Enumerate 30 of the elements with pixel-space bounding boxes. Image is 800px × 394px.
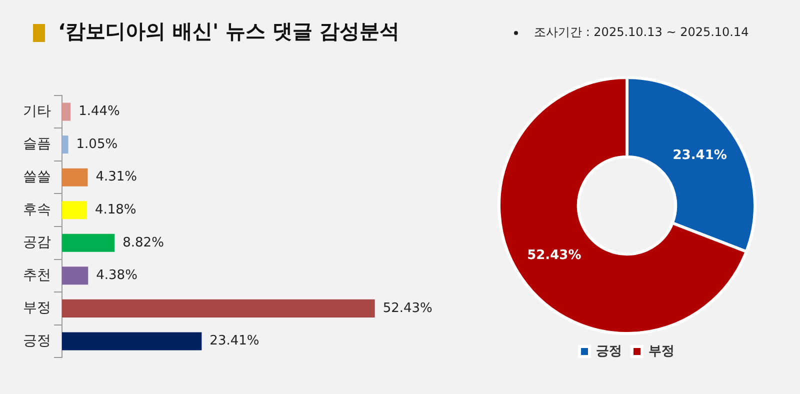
bar xyxy=(62,201,87,220)
chart-title: ‘캄보디아의 배신' 뉴스 댓글 감성분석 xyxy=(58,18,400,45)
y-tick-label: 후속 xyxy=(23,202,51,218)
chart-subtitle: 조사기간 : 2025.10.13 ~ 2025.10.14 xyxy=(534,24,749,41)
bar xyxy=(62,168,88,186)
data-label: 23.41% xyxy=(672,148,727,163)
bar xyxy=(62,266,88,285)
y-tick-label: 공감 xyxy=(23,234,51,251)
bar xyxy=(62,102,71,121)
data-label: 8.82% xyxy=(122,235,164,250)
data-label: 1.05% xyxy=(76,136,118,152)
legend-label: 긍정 xyxy=(596,344,622,359)
data-label: 23.41% xyxy=(210,334,260,349)
data-label: 52.43% xyxy=(382,300,432,316)
bar xyxy=(62,234,115,252)
bar xyxy=(62,299,375,318)
y-tick-label: 부정 xyxy=(23,300,51,316)
legend-label: 부정 xyxy=(648,344,674,359)
bar xyxy=(62,332,202,350)
y-tick-label: 기타 xyxy=(23,103,51,120)
data-label: 4.38% xyxy=(96,268,138,284)
bar xyxy=(62,136,68,154)
data-label: 1.44% xyxy=(78,104,120,120)
y-tick-label: 추천 xyxy=(23,267,51,284)
y-tick-label: 긍정 xyxy=(23,332,51,349)
y-tick-label: 슬픔 xyxy=(23,136,51,152)
y-tick-label: 쓸쓸 xyxy=(23,168,51,185)
data-label: 52.43% xyxy=(527,248,582,263)
data-label: 4.18% xyxy=(94,202,136,218)
data-label: 4.31% xyxy=(96,170,138,185)
